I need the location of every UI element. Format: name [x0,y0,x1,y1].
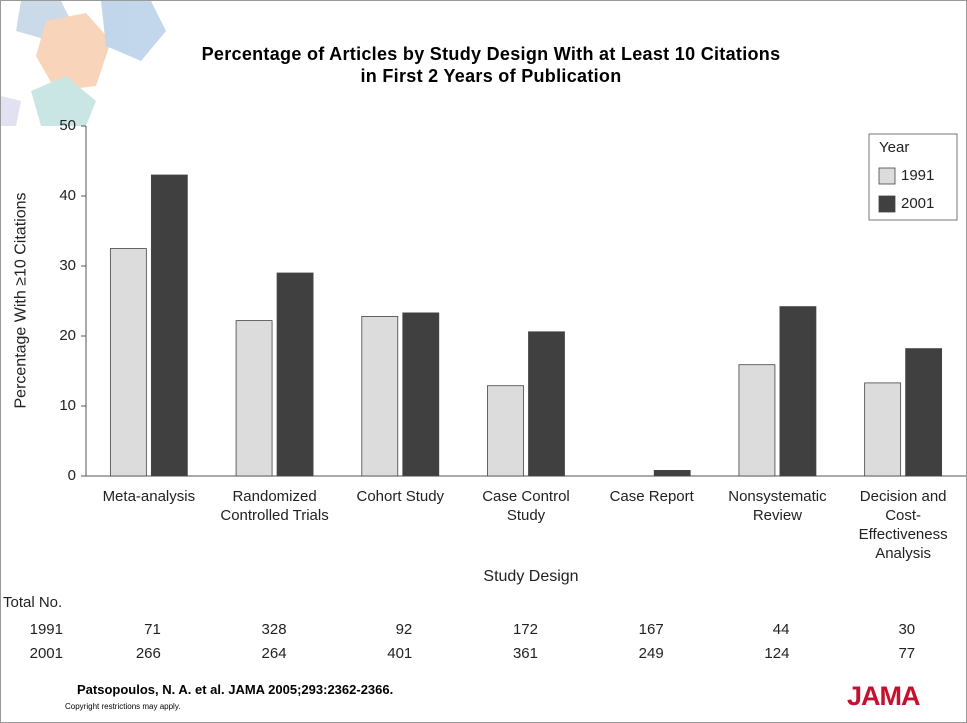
citation: Patsopoulos, N. A. et al. JAMA 2005;293:… [77,682,394,697]
bar [276,272,314,477]
total-value: 264 [262,645,287,662]
logo: JAMA [847,681,921,711]
bar [402,312,440,477]
total-value: 92 [396,621,413,638]
bar [779,306,817,477]
bar [528,331,565,477]
legend-title: Year [879,139,909,156]
x-tick-label: Randomized Controlled Trials [220,488,329,524]
bar [487,385,524,477]
y-tick-label: 50 [59,117,76,134]
legend-label: 1991 [901,167,934,184]
total-year: 2001 [30,645,63,662]
totals-label: Total No. [3,594,63,611]
y-tick-label: 40 [59,187,76,204]
x-tick-label: Meta-analysis [102,488,196,505]
total-value: 361 [513,645,538,662]
total-value: 172 [513,621,538,638]
legend-swatch [878,167,896,185]
legend-label: 2001 [901,195,934,212]
x-tick-label: Case Control Study [482,488,570,524]
total-value: 77 [898,645,915,662]
total-value: 249 [639,645,664,662]
total-value: 124 [764,645,789,662]
total-year: 1991 [30,621,63,638]
x-tick-label: Decision and Cost-Effectiveness Analysis [858,488,948,562]
bar [109,248,147,477]
y-tick-label: 10 [59,397,76,414]
bar [738,364,776,477]
bar [235,320,273,477]
bar [905,348,943,477]
bar [864,382,902,477]
legend-swatch [878,195,896,213]
y-tick-label: 20 [59,327,76,344]
total-value: 266 [136,645,161,662]
x-axis-label: Study Design [483,568,579,585]
total-value: 71 [144,621,161,638]
x-tick-label: Case Report [609,488,694,505]
chart-title: Percentage of Articles by Study Design W… [201,44,781,86]
y-tick-label: 30 [59,257,76,274]
bar [653,469,691,477]
bar [150,174,188,477]
total-value: 30 [898,621,915,638]
total-value: 401 [387,645,412,662]
copyright: Copyright restrictions may apply. [65,702,181,711]
total-value: 167 [639,621,664,638]
bar [361,315,399,477]
decoration [1,1,166,126]
y-tick-label: 0 [68,467,76,484]
total-value: 328 [262,621,287,638]
x-tick-label: Cohort Study [356,488,445,505]
total-value: 44 [773,621,790,638]
y-axis-label: Percentage With ≥10 Citations [12,192,30,409]
x-tick-label: Nonsystematic Review [728,488,827,524]
